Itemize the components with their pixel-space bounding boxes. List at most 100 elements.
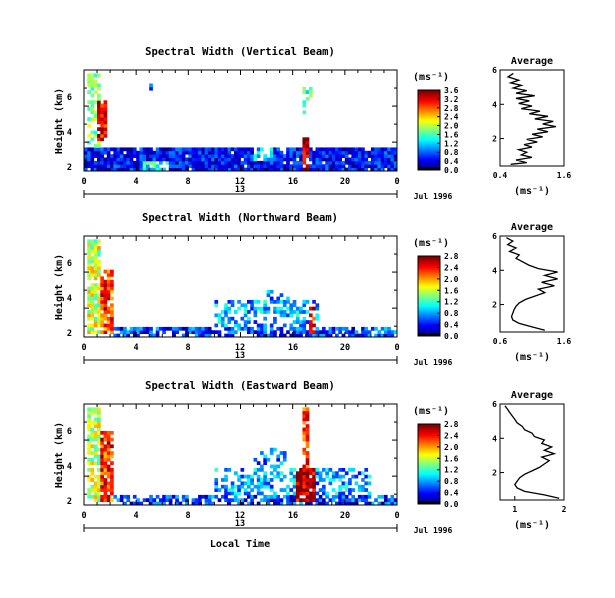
heatmap-cell [341, 467, 346, 472]
heatmap-cell [289, 154, 294, 158]
heatmap-cell [110, 467, 114, 472]
heatmap-cell [214, 303, 219, 308]
heatmap-cell [207, 147, 212, 152]
heatmap-cell [149, 326, 153, 331]
heatmap-cell [97, 273, 101, 277]
heatmap-cell [335, 167, 339, 172]
heatmap-cell [302, 160, 307, 165]
heatmap-cell [374, 326, 378, 331]
heatmap-cell [243, 323, 248, 328]
heatmap-cell [341, 491, 346, 496]
heatmap-cell [269, 498, 274, 503]
heatmap-cell [136, 154, 140, 158]
heatmap-cell [250, 167, 254, 172]
heatmap-cell [97, 86, 101, 91]
heatmap-cell [250, 494, 254, 499]
colorbar-swatch [418, 478, 440, 481]
heatmap-cell [103, 471, 108, 476]
heatmap-cell [93, 484, 98, 489]
heatmap-cell [338, 478, 342, 482]
colorbar-tick-label: 1.6 [444, 286, 459, 295]
heatmap-cell [295, 320, 300, 324]
heatmap-cell [132, 494, 137, 499]
heatmap-cell [132, 154, 137, 158]
heatmap-cell [211, 147, 215, 152]
heatmap-cell [93, 316, 98, 321]
profile-y-tick-label: 4 [492, 434, 497, 443]
heatmap-cell [191, 154, 196, 158]
heatmap-cell [247, 164, 251, 169]
heatmap-cell [295, 306, 300, 311]
heatmap-cell [374, 147, 378, 152]
heatmap-cell [201, 150, 206, 155]
heatmap-cell [308, 467, 313, 472]
heatmap-cell [302, 481, 307, 486]
heatmap-cell [390, 498, 395, 503]
heatmap-cell [90, 239, 95, 244]
heatmap-cell [116, 167, 121, 172]
heatmap-cell [113, 154, 117, 158]
heatmap-cell [168, 494, 173, 499]
heatmap-cell [282, 457, 287, 462]
heatmap-cell [302, 299, 307, 304]
heatmap-cell [198, 501, 202, 506]
heatmap-cell [299, 164, 303, 169]
heatmap-cell [335, 160, 339, 165]
heatmap-cell [318, 147, 323, 152]
heatmap-cell [305, 414, 310, 418]
heatmap-cell [194, 498, 199, 503]
colorbar-tick-label: 3.2 [444, 95, 459, 104]
heatmap-cell [93, 154, 98, 158]
heatmap-cell [87, 494, 91, 499]
heatmap-cell [217, 167, 222, 172]
heatmap-cell [364, 157, 369, 162]
heatmap-cell [253, 330, 258, 335]
heatmap-cell [178, 501, 183, 506]
heatmap-cell [335, 150, 339, 155]
heatmap-cell [338, 484, 342, 489]
heatmap-cell [211, 330, 215, 335]
heatmap-cell [250, 478, 254, 482]
heatmap-cell [364, 488, 369, 492]
heatmap-cell [305, 427, 310, 432]
heatmap-cell [90, 256, 95, 260]
heatmap-cell [194, 326, 199, 331]
colorbar-swatch [418, 104, 440, 107]
heatmap-cell [110, 154, 114, 158]
heatmap-cell [256, 474, 261, 479]
heatmap-cell [181, 494, 186, 499]
heatmap-cell [354, 164, 359, 169]
heatmap-cell [393, 498, 398, 503]
colorbar-swatch [418, 268, 440, 271]
panel-vertical-beam: Spectral Width (Vertical Beam) Height (k… [53, 46, 571, 201]
heatmap-cell [357, 150, 362, 155]
heatmap-cell [84, 167, 88, 172]
heatmap-cell [97, 133, 101, 138]
heatmap-cell [286, 501, 290, 506]
colorbar-swatch [418, 164, 440, 167]
heatmap-cell [191, 501, 196, 506]
heatmap-cell [263, 333, 267, 338]
heatmap-cell [361, 160, 365, 165]
heatmap-cell [155, 147, 160, 152]
heatmap-cell [243, 306, 248, 311]
colorbar-swatch [418, 167, 440, 170]
heatmap-cell [253, 299, 258, 304]
heatmap-cell [247, 326, 251, 331]
heatmap-cell [348, 498, 352, 503]
heatmap-cell [103, 120, 108, 125]
heatmap-cell [240, 474, 245, 479]
heatmap-cell [191, 157, 196, 162]
heatmap-cell [136, 326, 140, 331]
heatmap-cell [348, 491, 352, 496]
heatmap-cell [100, 150, 104, 155]
heatmap-cell [377, 167, 382, 172]
heatmap-cell [269, 484, 274, 489]
profile-x-tick-label: 2 [562, 505, 567, 514]
heatmap-cell [322, 164, 326, 169]
heatmap-cell [286, 306, 290, 311]
heatmap-cell [367, 150, 372, 155]
colorbar-tick-label: 0.8 [444, 477, 459, 486]
heatmap-cell [279, 498, 284, 503]
heatmap-cell [110, 313, 114, 318]
